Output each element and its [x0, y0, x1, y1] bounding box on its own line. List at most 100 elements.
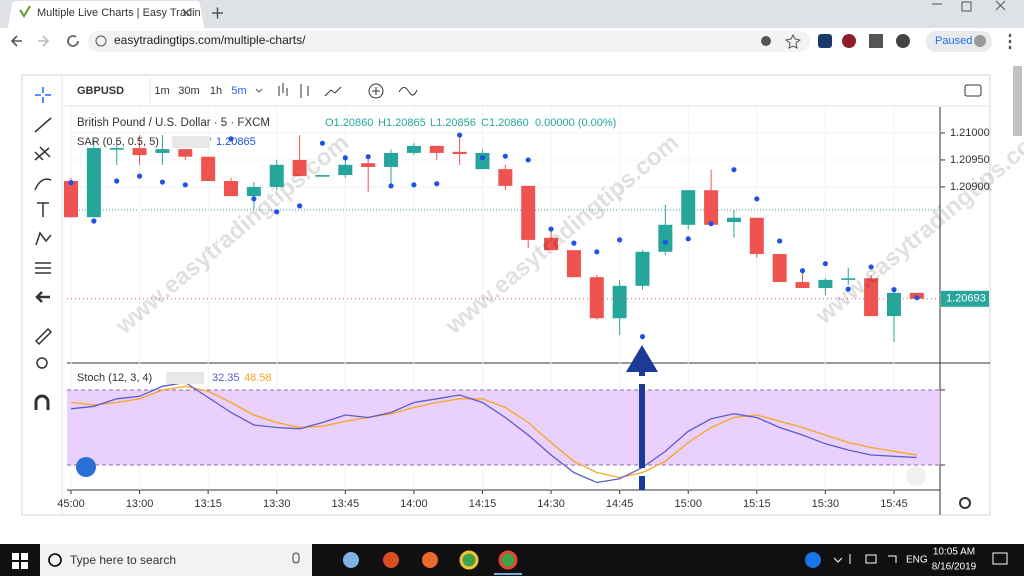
ruler-tool[interactable] — [34, 327, 53, 346]
pattern-tool[interactable] — [35, 231, 52, 246]
interval-button[interactable]: 30m — [178, 85, 199, 97]
interval-menu[interactable] — [255, 88, 263, 93]
candle-body — [246, 186, 261, 197]
candle-body — [452, 151, 467, 155]
prediction-tool[interactable] — [35, 262, 51, 274]
sar-dot — [319, 140, 326, 146]
new-tab[interactable] — [212, 7, 223, 19]
notifications[interactable] — [992, 552, 1008, 565]
x-tick-label: 15:45 — [880, 498, 908, 510]
x-tick-label: 14:15 — [469, 498, 497, 510]
scrollbar[interactable] — [1013, 66, 1022, 136]
extension-icon[interactable] — [896, 34, 910, 48]
extension-icon[interactable] — [869, 34, 883, 48]
forward-button[interactable] — [38, 35, 50, 47]
candle-body — [818, 279, 833, 288]
sar-dot — [617, 237, 623, 243]
candle-body — [612, 285, 627, 319]
extension-icon[interactable] — [761, 36, 771, 46]
candle-body — [475, 152, 490, 170]
symbol[interactable]: GBPUSD — [77, 85, 124, 97]
candle-body — [841, 278, 856, 280]
candle-body — [635, 251, 650, 286]
trendline-tool[interactable] — [34, 117, 52, 133]
interval-button[interactable]: 5m — [231, 85, 246, 97]
tab-favicon — [19, 5, 31, 18]
back-tool[interactable] — [35, 291, 50, 303]
omnibox[interactable] — [88, 31, 810, 52]
candle-body — [109, 148, 124, 150]
sar-dot — [411, 182, 417, 188]
sar-dot — [479, 155, 486, 161]
input-language: ENG — [906, 555, 928, 566]
x-tick-label: 13:30 — [263, 498, 291, 510]
indicators-button[interactable] — [368, 83, 384, 99]
help-icon[interactable] — [805, 552, 821, 568]
taskbar-app[interactable] — [383, 552, 399, 568]
indicator-controls[interactable] — [166, 372, 204, 384]
candle-body — [155, 149, 170, 153]
fib-tool[interactable] — [34, 146, 51, 161]
x-tick-label: 15:30 — [812, 498, 840, 510]
tab-title: Multiple Live Charts | Easy Tradin — [37, 7, 201, 19]
stoch-d-value: 48.58 — [244, 372, 272, 384]
compare-button[interactable] — [398, 87, 418, 96]
sar-dot — [388, 183, 394, 189]
snapshot-button[interactable] — [964, 84, 982, 97]
start-button[interactable] — [12, 553, 28, 569]
legend-high: H1.20865 — [378, 117, 426, 129]
crosshair-tool[interactable] — [35, 87, 51, 103]
sar-dot — [822, 261, 828, 267]
candle-body — [749, 217, 764, 254]
sar-dot — [799, 268, 806, 274]
drawing-tools — [34, 87, 53, 410]
text-tool[interactable] — [37, 202, 49, 217]
tab-close[interactable] — [182, 8, 191, 17]
extension-icon[interactable] — [842, 34, 856, 48]
profile-button[interactable] — [926, 31, 992, 52]
x-tick-label: 45:00 — [57, 498, 85, 510]
interval-button[interactable]: 1m — [154, 85, 169, 97]
interval-button[interactable]: 1h — [210, 85, 222, 97]
indicators-plus — [372, 87, 380, 95]
sar-title: SAR (0.5, 0.5, 5) — [77, 136, 159, 148]
reload-button[interactable] — [67, 35, 79, 47]
x-tick-label: 14:30 — [537, 498, 565, 510]
candle-body — [338, 164, 353, 176]
avatar — [974, 35, 986, 47]
bookmark-star[interactable] — [784, 33, 802, 49]
magnet-tool[interactable] — [34, 394, 50, 410]
tray-icons[interactable] — [833, 554, 897, 564]
window-controls[interactable] — [932, 0, 1006, 12]
stoch-band — [67, 390, 940, 465]
taskbar-app[interactable] — [422, 552, 438, 568]
chart-style-buttons[interactable] — [278, 83, 342, 98]
back-button[interactable] — [10, 35, 22, 47]
brush-tool[interactable] — [34, 178, 52, 191]
sar-dot — [91, 218, 97, 224]
candle-body — [772, 253, 787, 283]
candle-body — [681, 190, 696, 225]
search-box[interactable] — [40, 544, 312, 576]
candle-body — [864, 278, 879, 317]
extension-icon[interactable] — [818, 34, 832, 48]
sar-dot — [342, 155, 348, 161]
annotation-arrowhead — [626, 345, 658, 372]
mic-icon[interactable] — [292, 552, 300, 564]
tv-logo[interactable] — [76, 457, 96, 477]
active-tab[interactable] — [8, 1, 204, 28]
scroll-to-end[interactable] — [906, 466, 926, 486]
taskbar-app[interactable] — [459, 550, 479, 570]
sar-dot — [159, 179, 166, 185]
taskbar-app[interactable] — [343, 552, 359, 568]
candle-body — [544, 237, 559, 251]
site-info-icon[interactable] — [95, 35, 107, 47]
taskbar-app[interactable] — [498, 550, 518, 570]
indicator-controls[interactable] — [172, 136, 210, 148]
candle-body — [726, 217, 741, 223]
zoom-tool[interactable] — [36, 357, 48, 369]
sar-dot — [114, 178, 120, 184]
settings-button[interactable] — [959, 497, 971, 509]
candle-body — [658, 224, 673, 252]
